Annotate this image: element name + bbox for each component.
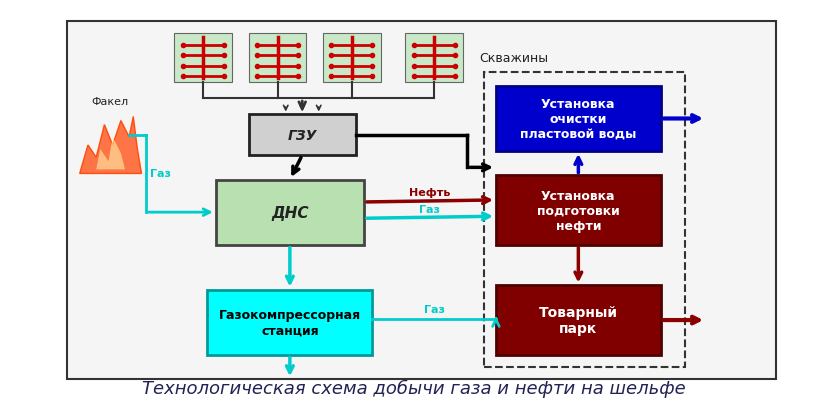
Text: ДНС: ДНС <box>271 205 308 220</box>
Text: Скважины: Скважины <box>480 52 548 65</box>
FancyBboxPatch shape <box>174 34 232 83</box>
Text: Установка
подготовки
нефти: Установка подготовки нефти <box>537 189 619 232</box>
Text: Установка
очистки
пластовой воды: Установка очистки пластовой воды <box>520 98 637 141</box>
Text: Газ: Газ <box>150 169 170 179</box>
Text: Газокомпрессорная
станция: Газокомпрессорная станция <box>219 308 361 336</box>
FancyBboxPatch shape <box>249 34 306 83</box>
FancyBboxPatch shape <box>405 34 463 83</box>
FancyBboxPatch shape <box>208 290 372 355</box>
FancyBboxPatch shape <box>496 286 661 355</box>
Text: Технологическая схема добычи газа и нефти на шельфе: Технологическая схема добычи газа и нефт… <box>141 379 686 398</box>
Text: Нефть: Нефть <box>409 188 451 198</box>
FancyBboxPatch shape <box>323 34 380 83</box>
FancyBboxPatch shape <box>496 176 661 245</box>
FancyBboxPatch shape <box>249 115 356 156</box>
FancyBboxPatch shape <box>216 180 364 245</box>
Text: Факел: Факел <box>92 97 129 107</box>
Polygon shape <box>96 137 125 170</box>
Polygon shape <box>79 117 141 174</box>
Text: Товарный
парк: Товарный парк <box>539 305 618 335</box>
Text: ГЗУ: ГЗУ <box>288 128 317 142</box>
Text: Газ: Газ <box>423 304 445 314</box>
Text: Газ: Газ <box>419 204 441 215</box>
FancyBboxPatch shape <box>67 22 777 379</box>
FancyBboxPatch shape <box>496 87 661 152</box>
